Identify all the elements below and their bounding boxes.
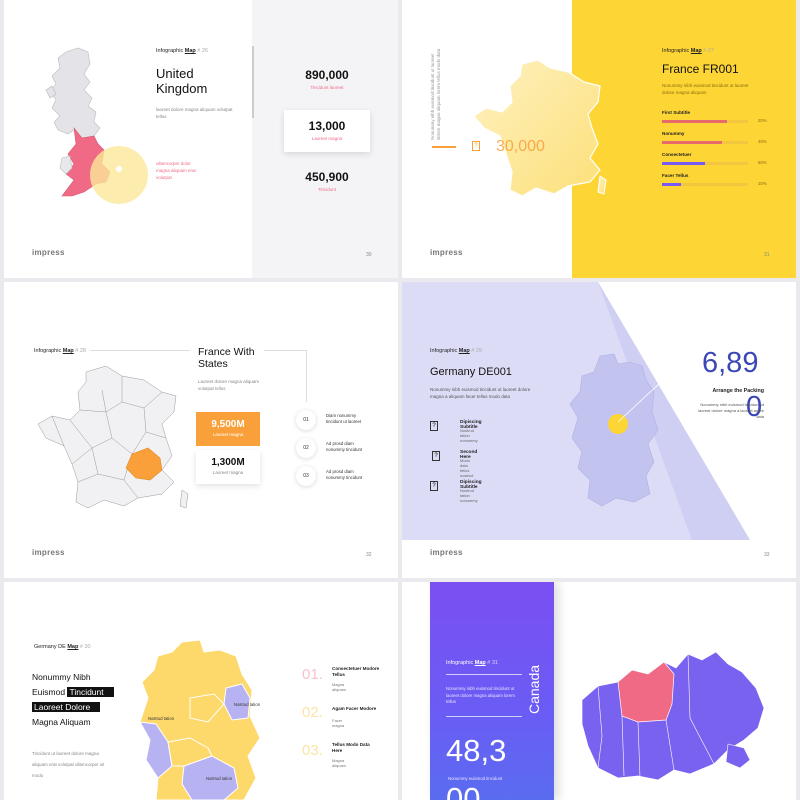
slide-tag: Germany DE Map # 30 — [34, 644, 91, 650]
map-marker[interactable] — [608, 414, 628, 434]
progress-track — [662, 141, 748, 144]
item-icon: ? — [432, 451, 440, 461]
slide-tag: Infographic Map # 28 — [34, 348, 86, 354]
slide-uk[interactable]: Infographic Map # 26 United Kingdom laor… — [4, 0, 398, 278]
big-value: 30,000 — [496, 138, 545, 155]
page-number: 30 — [366, 252, 372, 258]
progress-label: Consectetuer — [662, 152, 692, 157]
description: Laoreet dolore magna aliquam volutpat te… — [198, 379, 260, 391]
stat-2-card: 13,000 Laoreet magna — [284, 110, 370, 152]
progress-label: Nonummy — [662, 131, 685, 136]
slide-tag: Infographic Map # 26 — [156, 48, 208, 54]
progress-item: Consectetuer 60% — [662, 152, 772, 173]
value-card-white: 1,300M Laoreet magna — [196, 450, 260, 484]
page-number: 32 — [366, 552, 372, 558]
divider-bar — [252, 46, 254, 118]
value-card-orange: 9,500M Laoreet magna — [196, 412, 260, 446]
pink-caption: ullamcorper dolor magna aliquam erat vol… — [156, 161, 196, 180]
slide-tag: Infographic Map # 31 — [446, 660, 498, 666]
page-number: 31 — [764, 252, 770, 258]
progress-fill — [662, 120, 727, 123]
map-marker[interactable] — [116, 166, 122, 172]
highlight-circle — [90, 146, 148, 204]
logo: impress — [32, 248, 65, 257]
progress-item: Nonummy 40% — [662, 131, 772, 152]
logo: impress — [430, 548, 463, 557]
stat-3: 450,900 Tincidunt — [305, 170, 349, 192]
title-line — [264, 350, 306, 351]
progress-fill — [662, 183, 681, 186]
big-value-cont: 0 — [746, 391, 763, 423]
page-title: United Kingdom — [156, 66, 208, 96]
caption-title: Arrange the Packing — [712, 388, 764, 394]
item-icon: ? — [430, 481, 438, 491]
connector-line — [617, 366, 702, 423]
slide-france-states[interactable]: Infographic Map # 28 France With States … — [4, 282, 398, 578]
description: laoreet dolore magna aliquam volutpat te… — [156, 107, 233, 119]
stat-1: 890,000 Tincidunt laoreet — [305, 68, 349, 90]
progress-track — [662, 162, 748, 165]
yellow-panel — [572, 0, 796, 278]
progress-percent: 60% — [758, 160, 767, 165]
progress-label: First Subtitle — [662, 110, 691, 115]
progress-percent: 10% — [758, 181, 767, 186]
progress-list: First Subtitle 20% Nonummy 40% Consectetuer 6… — [662, 110, 772, 194]
region-label: Nostrud tation — [233, 702, 261, 707]
big-value-cont: 00 — [446, 781, 481, 800]
accent-line — [432, 146, 456, 148]
page-title: France With States — [198, 346, 255, 370]
big-value: 6,89 — [702, 347, 759, 379]
caption-text: Nonummy nibh euismod tincidunt ut laoree… — [698, 402, 764, 419]
big-value-caption: Nonummy euismod tincidunt — [448, 776, 503, 781]
description: Nonummy nibh euismod tincidunt ut laoree… — [430, 387, 531, 399]
progress-fill — [662, 141, 723, 144]
logo: impress — [32, 548, 65, 557]
slide-tag: Infographic Map # 29 — [430, 348, 482, 354]
tag-line — [90, 350, 190, 351]
progress-fill — [662, 162, 705, 165]
vertical-title: Canada — [526, 664, 542, 714]
region-label: Nostrud tation — [147, 716, 175, 721]
progress-item: First Subtitle 20% — [662, 110, 772, 131]
region-label: Nostrud tation — [205, 776, 233, 781]
page-title: France FR001 — [662, 62, 739, 76]
progress-label: Facer Tellus — [662, 173, 689, 178]
big-value: 48,3 — [446, 733, 507, 768]
france-states-map — [37, 365, 189, 509]
germany-states-map — [139, 639, 261, 800]
headline-block: Nonummy Nibh Euismod Tincidunt Laoreet D… — [32, 670, 114, 730]
page-title: Germany DE001 — [430, 366, 512, 378]
canada-map — [581, 651, 765, 781]
slide-tag: Infographic Map # 27 — [662, 48, 714, 54]
panel-divider — [446, 674, 522, 675]
progress-track — [662, 183, 748, 186]
icon-box: ? — [472, 141, 480, 151]
description: Nonummy nibh euismod tincidunt ut laoree… — [446, 686, 515, 704]
page-number: 33 — [764, 552, 770, 558]
logo: impress — [430, 248, 463, 257]
purple-panel — [430, 582, 554, 800]
slide-germany-states[interactable]: Germany DE Map # 30 Nonummy Nibh Euismod… — [4, 582, 398, 800]
slide-france[interactable]: Nonummy nibh euismod tincidunt ut laoree… — [402, 0, 796, 278]
progress-percent: 20% — [758, 118, 767, 123]
description: Nonummy nibh euismod tincidunt ut laoree… — [662, 83, 749, 95]
slide-germany[interactable]: Infographic Map # 29 Germany DE001 Nonum… — [402, 282, 796, 578]
panel-divider — [446, 716, 522, 717]
title-line-vertical — [306, 350, 307, 402]
france-map — [473, 59, 607, 197]
item-icon: ? — [430, 421, 438, 431]
progress-track — [662, 120, 748, 123]
progress-percent: 40% — [758, 139, 767, 144]
progress-item: Facer Tellus 10% — [662, 173, 772, 194]
vertical-text: Nonummy nibh euismod tincidunt ut laoree… — [430, 48, 441, 140]
description: Tincidunt ut laoreet dolore magna aliqua… — [32, 751, 105, 778]
slide-canada[interactable]: Infographic Map # 31 Nonummy nibh euismo… — [402, 582, 796, 800]
